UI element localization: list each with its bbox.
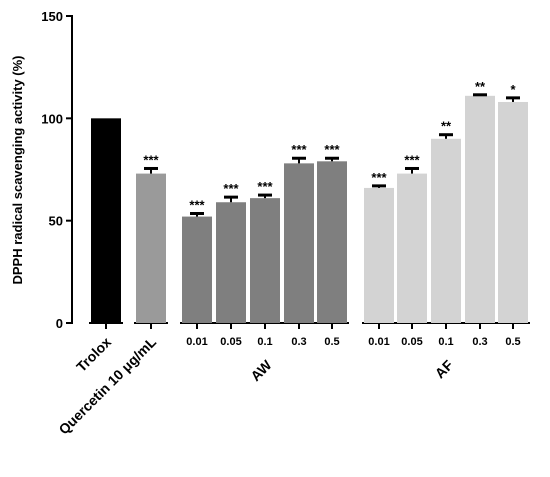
x-sublabel: 0.5	[324, 336, 339, 348]
y-axis: 0 50 100 150	[41, 9, 73, 331]
x-group-label: AW	[247, 356, 275, 384]
y-tick-label: 50	[49, 214, 63, 229]
error-bars-layer	[144, 93, 520, 217]
x-sublabel: 0.01	[368, 336, 389, 348]
bar	[397, 173, 427, 323]
significance-label: **	[475, 79, 486, 94]
bar	[465, 95, 495, 323]
x-sublabel: 0.05	[220, 336, 241, 348]
y-axis-title: DPPH radical scavenging activity (%)	[10, 55, 25, 284]
bar	[182, 216, 212, 323]
bar	[431, 138, 461, 323]
x-category-label: Trolox	[73, 334, 114, 375]
x-sublabel: 0.05	[401, 336, 422, 348]
bar	[91, 118, 121, 323]
significance-label: ***	[291, 142, 307, 157]
x-sublabel: 0.5	[505, 336, 520, 348]
significance-label: **	[441, 119, 452, 134]
bar	[284, 163, 314, 323]
x-sublabel: 0.3	[472, 336, 487, 348]
y-tick-label: 150	[41, 9, 63, 24]
x-sublabel: 0.1	[257, 336, 272, 348]
bar	[498, 101, 528, 324]
significance-label: ***	[189, 198, 205, 213]
bar	[216, 202, 246, 323]
significance-label: ***	[257, 179, 273, 194]
x-sublabel: 0.1	[438, 336, 453, 348]
significance-label: *	[510, 82, 516, 97]
x-sublabel: 0.3	[291, 336, 306, 348]
bar	[136, 173, 166, 323]
significance-label: ***	[404, 152, 420, 167]
significance-label: ***	[324, 142, 340, 157]
x-axis	[89, 322, 530, 329]
x-sublabel: 0.01	[186, 336, 207, 348]
x-group-label: AF	[432, 356, 457, 381]
significance-label: ***	[371, 170, 387, 185]
significance-label: ***	[223, 181, 239, 196]
bar	[317, 161, 347, 323]
bars-layer	[91, 95, 528, 324]
bar	[250, 198, 280, 323]
y-tick-label: 100	[41, 111, 63, 126]
significance-layer: ********* ****** ************* *	[143, 79, 516, 213]
bar	[364, 187, 394, 323]
significance-label: ***	[143, 152, 159, 167]
y-tick-label: 0	[56, 316, 63, 331]
